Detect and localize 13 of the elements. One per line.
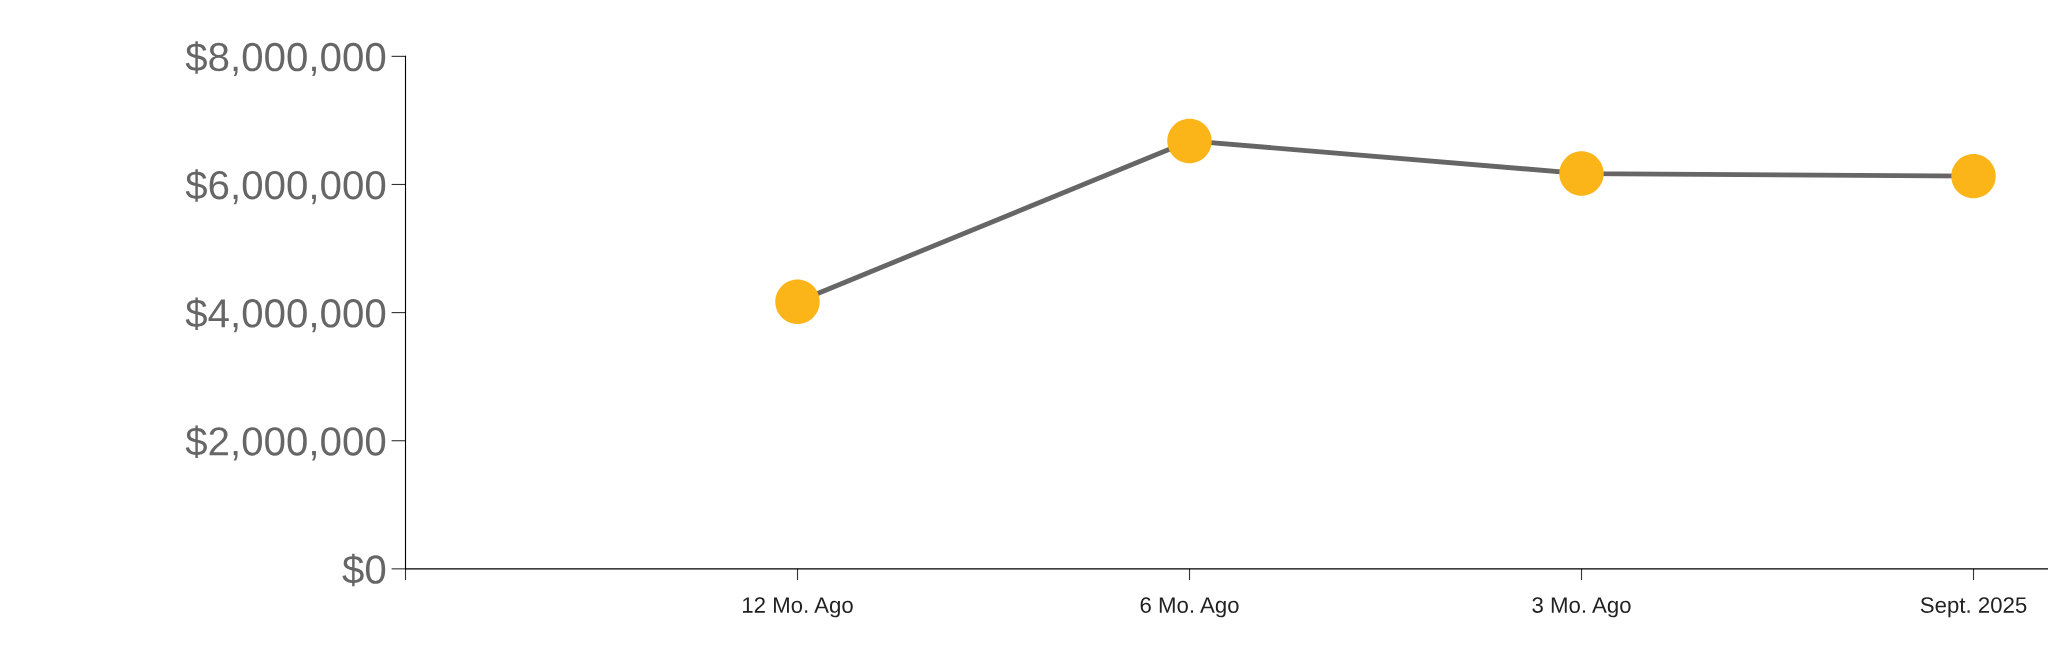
point [1559, 151, 1604, 196]
point [1167, 118, 1212, 164]
point [1951, 153, 1996, 199]
y-tick-label: $0 [342, 553, 386, 587]
x-tick-label: Sept. 2025 [1920, 597, 2027, 618]
y-tick-label: $4,000,000 [185, 297, 386, 333]
y-tick-label: $8,000,000 [185, 41, 386, 77]
x-tick-label: 12 Mo. Ago [742, 597, 853, 618]
y-tick-label: $6,000,000 [185, 169, 386, 205]
point [775, 279, 820, 324]
y-tick-label: $2,000,000 [185, 425, 386, 461]
x-tick-label: 6 Mo. Ago [1140, 597, 1239, 618]
x-tick-label: 3 Mo. Ago [1532, 597, 1631, 618]
